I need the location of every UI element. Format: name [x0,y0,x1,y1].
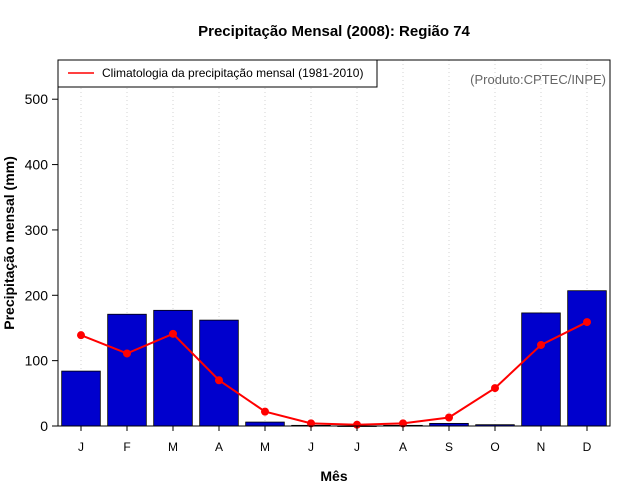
climatology-point [583,318,591,327]
bar [521,312,561,427]
climatology-point [215,376,223,385]
climatology-point [123,349,131,358]
y-tick-label: 400 [25,157,49,173]
y-tick-label: 0 [40,418,48,434]
climatology-point [261,407,269,416]
bar [153,309,193,427]
climatology-point [169,329,177,338]
y-tick-label: 100 [25,353,49,369]
climatology-point [399,419,407,428]
bar-series [61,290,607,427]
x-axis-title: Mês [320,468,347,484]
bar [61,370,101,427]
x-tick-label: A [399,440,407,454]
x-tick-label: O [490,440,499,454]
legend: Climatologia da precipitação mensal (198… [57,59,378,88]
chart-title: Precipitação Mensal (2008): Região 74 [198,23,470,40]
climatology-point [445,413,453,422]
x-tick-label: M [168,440,178,454]
bar [567,290,607,427]
bar [245,421,285,427]
x-tick-label: S [445,440,453,454]
climatology-point [537,340,545,349]
x-tick-label: J [78,440,84,454]
y-axis: 0 100 200 300 400 500 [25,91,58,434]
x-tick-label: J [354,440,360,454]
x-tick-label: J [308,440,314,454]
bar [107,313,147,427]
x-tick-label: D [583,440,592,454]
x-tick-label: M [260,440,270,454]
y-tick-label: 500 [25,91,49,107]
x-tick-label: N [537,440,546,454]
climatology-point [491,384,499,393]
legend-label: Climatologia da precipitação mensal (198… [102,66,363,80]
climatology-point [353,420,361,429]
climatology-point [307,419,315,428]
bar [199,319,239,427]
x-tick-label: F [123,440,130,454]
legend-box [57,59,378,88]
credit-annotation: (Produto:CPTEC/INPE) [470,72,606,87]
y-tick-label: 200 [25,287,49,303]
climatology-series [77,318,591,429]
climatology-point [77,331,85,340]
x-tick-label: A [215,440,223,454]
climatology-line [80,321,588,426]
y-tick-label: 300 [25,222,49,238]
y-axis-title: Precipitação mensal (mm) [1,156,17,330]
